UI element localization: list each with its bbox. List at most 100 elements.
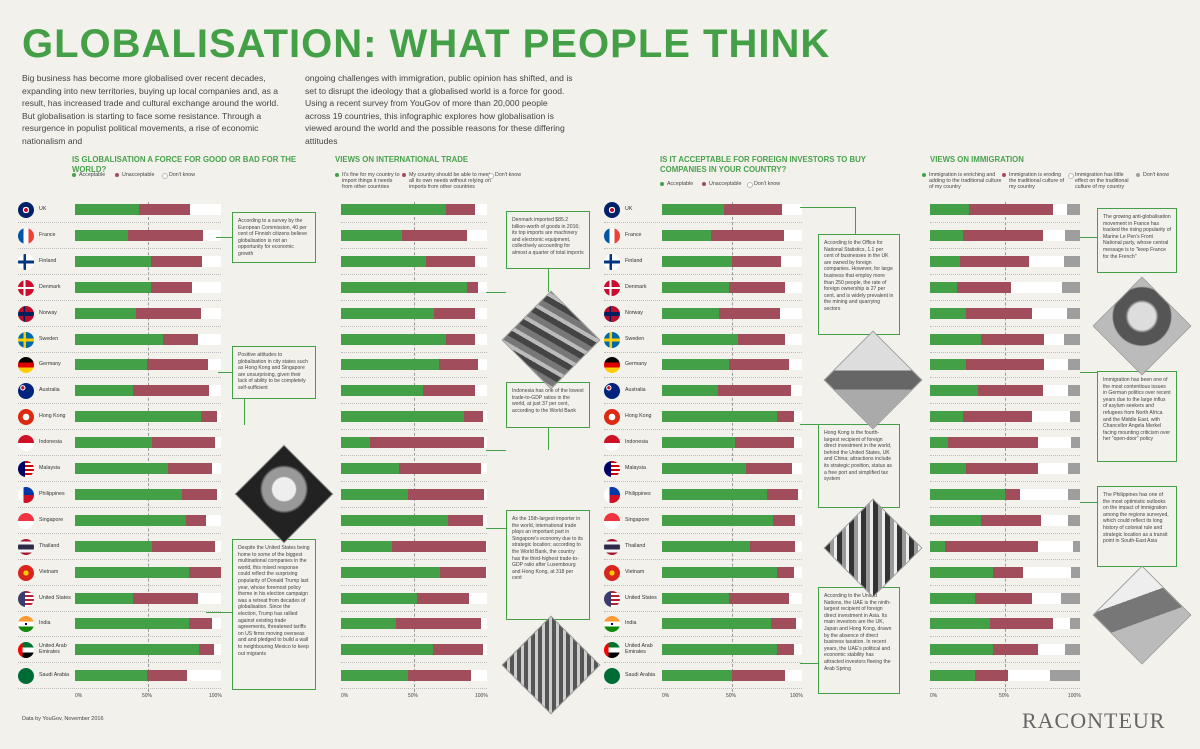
country-label-indonesia: Indonesia — [39, 439, 62, 446]
bar-united-states-series-2 — [416, 592, 470, 604]
bar-singapore-series-2 — [981, 514, 1041, 526]
flag-hong-kong-icon — [18, 409, 34, 426]
bar-united-states-series-2 — [975, 592, 1032, 604]
legend-label: Don't know — [754, 181, 781, 187]
row-separator — [18, 403, 221, 405]
bar-finland-series-3 — [202, 255, 221, 267]
bar-united-states-series-1 — [75, 592, 134, 604]
legend-label: Immigration has little effect on the tra… — [1075, 172, 1129, 191]
bar-philippines-series-4 — [1068, 488, 1080, 500]
flag-thailand-icon — [18, 538, 34, 555]
row-separator — [18, 636, 221, 638]
bar-singapore-series-3 — [1041, 514, 1068, 526]
mining-photo — [823, 330, 923, 430]
bar-germany-series-3 — [478, 359, 487, 371]
bar-philippines-series-3 — [216, 488, 221, 500]
row-separator — [341, 506, 487, 508]
row-separator — [341, 351, 487, 353]
bar-thailand-series-2 — [750, 540, 795, 552]
row-separator — [604, 222, 802, 223]
bar-saudi-arabia-series-1 — [75, 670, 147, 682]
bar-india-series-2 — [188, 618, 213, 630]
bar-denmark-series-1 — [662, 281, 730, 293]
flag-united-states-icon — [604, 590, 620, 607]
bar-norway-series-1 — [930, 307, 966, 319]
note-uae: According to the United Nations, the UAE… — [818, 587, 900, 694]
row-separator — [930, 325, 1080, 327]
flag-norway-icon — [604, 305, 620, 322]
row-separator — [341, 247, 487, 249]
bar-malaysia-series-2 — [746, 463, 793, 474]
bar-finland-series-1 — [662, 255, 732, 267]
legend-label: Unacceptable — [709, 181, 742, 187]
flag-finland-icon — [604, 253, 620, 270]
legend-label: Don't know — [495, 172, 522, 178]
legend-swatch — [922, 173, 926, 177]
axis-tick-full: 100% — [475, 693, 488, 700]
row-separator — [341, 662, 487, 664]
flag-indonesia-icon — [604, 435, 620, 452]
axis-tick-half: 50% — [726, 693, 737, 700]
bar-united-arab-emirates-series-1 — [341, 644, 433, 656]
row-separator — [604, 351, 802, 353]
row-separator — [604, 662, 802, 664]
legend-item-2-2: My country should be able to meet all it… — [402, 172, 491, 191]
country-label-norway: Norway — [39, 309, 57, 316]
flag-denmark-icon — [18, 279, 34, 296]
bar-vietnam-series-2 — [188, 566, 221, 578]
row-separator — [18, 688, 221, 690]
row-separator — [18, 351, 221, 353]
bar-finland-series-3 — [781, 255, 802, 267]
row-separator — [930, 429, 1080, 431]
bar-malaysia-series-3 — [212, 463, 221, 474]
flag-germany-icon — [604, 357, 620, 374]
flag-uk-icon — [18, 202, 34, 218]
bar-vietnam-series-2 — [993, 566, 1023, 578]
flag-india-icon — [604, 616, 620, 633]
bar-thailand-series-3 — [215, 540, 221, 552]
bar-singapore-series-4 — [1068, 514, 1080, 526]
row-separator — [930, 403, 1080, 405]
note-germany: Immigration has been one of the most con… — [1097, 371, 1177, 462]
axis-tick-half: 50% — [408, 693, 419, 700]
axis-tick-full: 100% — [790, 693, 803, 700]
bar-uk-series-2 — [969, 204, 1053, 215]
note-uk-ons: According to the Office for National Sta… — [818, 234, 900, 335]
bar-germany-series-1 — [930, 359, 966, 371]
legend-swatch — [660, 182, 664, 186]
bar-germany-series-3 — [207, 359, 221, 371]
axis-tick-half: 50% — [142, 693, 153, 700]
bar-sweden-series-2 — [162, 333, 198, 345]
bar-india-series-4 — [1069, 618, 1080, 630]
row-separator — [18, 455, 221, 457]
row-separator — [604, 325, 802, 327]
bar-india-series-2 — [771, 618, 797, 630]
row-separator — [18, 325, 221, 327]
bar-philippines-series-3 — [1020, 488, 1068, 500]
flag-sweden-icon — [18, 331, 34, 348]
row-separator — [604, 377, 802, 379]
bar-vietnam-series-2 — [440, 566, 486, 578]
flag-philippines-icon — [604, 486, 620, 503]
connector — [216, 237, 232, 238]
note-indonesia: Indonesia has one of the lowest trade-to… — [506, 382, 590, 428]
bar-sweden-series-3 — [197, 333, 221, 345]
bar-australia-series-1 — [662, 385, 718, 397]
bar-germany-series-3 — [789, 359, 802, 371]
note-finland: According to a survey by the European Co… — [232, 212, 316, 263]
flag-united-states-icon — [18, 590, 34, 607]
bar-philippines-series-1 — [930, 488, 1005, 500]
row-separator — [930, 610, 1080, 612]
bar-united-states-series-3 — [469, 592, 487, 604]
donald-trump-photo — [234, 444, 334, 544]
bar-thailand-series-1 — [341, 540, 393, 552]
bar-sweden-series-1 — [75, 333, 163, 345]
bar-france-series-2 — [127, 229, 204, 241]
country-label-uk: UK — [625, 206, 633, 212]
legend-label: Acceptable — [79, 172, 106, 178]
bar-germany-series-2 — [438, 359, 479, 371]
bar-united-states-series-1 — [930, 592, 975, 604]
bar-denmark-series-3 — [478, 281, 487, 293]
legend-swatch — [115, 173, 119, 177]
row-separator — [930, 532, 1080, 534]
